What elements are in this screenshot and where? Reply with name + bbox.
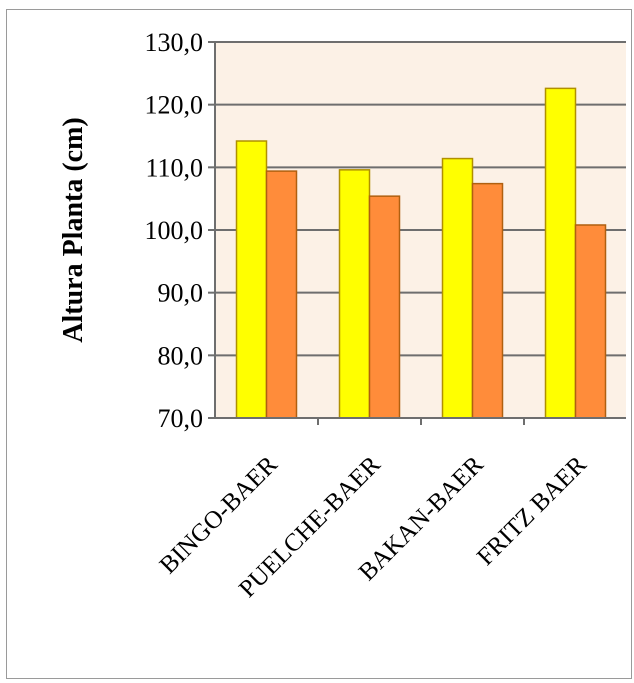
bar-s1-3 bbox=[441, 157, 474, 419]
y-tick-label: 90,0 bbox=[158, 279, 204, 308]
y-tick-label: 130,0 bbox=[145, 28, 204, 57]
axes bbox=[214, 42, 626, 425]
bar-s1-4 bbox=[544, 87, 577, 419]
bar-s2-1 bbox=[265, 170, 298, 419]
y-tick-label: 120,0 bbox=[145, 91, 204, 120]
y-axis-label: Altura Planta (cm) bbox=[58, 117, 89, 343]
bar-s2-2 bbox=[368, 195, 401, 419]
y-tick-labels: 70,0 80,0 90,0 100,0 110,0 120,0 130,0 bbox=[145, 28, 204, 433]
y-tick-label: 100,0 bbox=[145, 216, 204, 245]
bar-s1-2 bbox=[338, 169, 371, 419]
bars bbox=[235, 87, 607, 419]
bar-s2-4 bbox=[574, 224, 607, 419]
y-tick-label: 80,0 bbox=[158, 341, 204, 370]
y-tick-label: 70,0 bbox=[158, 404, 204, 433]
x-tick-label: FRITZ BAER bbox=[472, 451, 592, 571]
bar-s1-1 bbox=[235, 140, 268, 419]
y-tick-label: 110,0 bbox=[145, 153, 203, 182]
bar-s2-3 bbox=[471, 182, 504, 419]
